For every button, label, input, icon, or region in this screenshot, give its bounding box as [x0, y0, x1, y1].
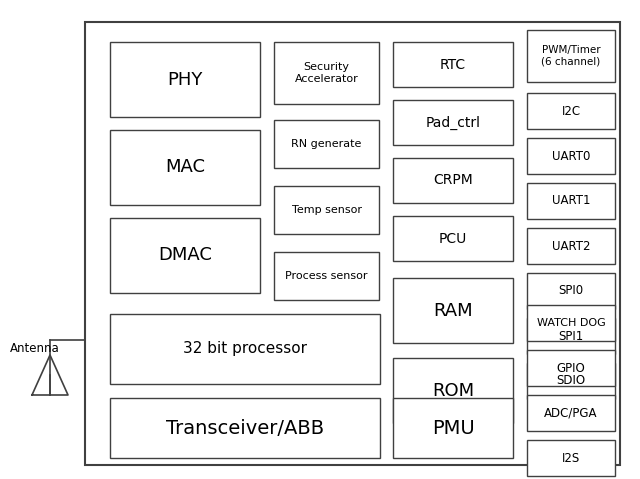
Bar [85, 22, 620, 465]
Bar [274, 120, 379, 168]
Text: RN generate: RN generate [291, 139, 362, 149]
Bar [527, 305, 615, 341]
Text: Process sensor: Process sensor [285, 271, 368, 281]
Text: GPIO: GPIO [557, 362, 586, 375]
Text: PMU: PMU [431, 419, 474, 437]
Text: Security
Accelerator: Security Accelerator [294, 62, 358, 84]
Bar [527, 395, 615, 431]
Text: RTC: RTC [440, 57, 466, 71]
Bar [527, 440, 615, 476]
Bar [527, 363, 615, 399]
Text: UART0: UART0 [552, 149, 590, 162]
Bar [110, 130, 260, 205]
Bar [527, 228, 615, 264]
Text: PCU: PCU [439, 231, 467, 246]
Text: Antenna: Antenna [10, 342, 60, 354]
Text: PWM/Timer
(6 channel): PWM/Timer (6 channel) [541, 45, 600, 67]
Text: UART1: UART1 [552, 194, 590, 207]
Text: I2S: I2S [562, 452, 580, 465]
Bar [393, 358, 513, 423]
Bar [393, 216, 513, 261]
Bar [393, 158, 513, 203]
Text: RAM: RAM [433, 301, 473, 319]
Bar [110, 314, 380, 384]
Text: I2C: I2C [561, 104, 580, 117]
Bar [274, 186, 379, 234]
Text: SPI1: SPI1 [558, 330, 584, 342]
Bar [527, 138, 615, 174]
Text: CRPM: CRPM [433, 173, 473, 187]
Bar [393, 278, 513, 343]
Text: ADC/PGA: ADC/PGA [544, 407, 598, 420]
Bar [393, 398, 513, 458]
Bar [110, 218, 260, 293]
Bar [527, 183, 615, 219]
Text: ROM: ROM [432, 381, 474, 399]
Bar [527, 318, 615, 354]
Text: UART2: UART2 [552, 240, 590, 252]
Text: SDIO: SDIO [556, 375, 586, 388]
Text: Pad_ctrl: Pad_ctrl [426, 115, 481, 130]
Text: MAC: MAC [165, 159, 205, 176]
Text: WATCH DOG: WATCH DOG [536, 318, 605, 328]
Bar [527, 350, 615, 386]
Bar [393, 42, 513, 87]
Bar [393, 100, 513, 145]
Text: DMAC: DMAC [158, 247, 212, 264]
Text: Temp sensor: Temp sensor [291, 205, 362, 215]
Text: SPI0: SPI0 [559, 285, 584, 297]
Bar [527, 93, 615, 129]
Bar [110, 42, 260, 117]
Bar [274, 42, 379, 104]
Bar [110, 398, 380, 458]
Bar [527, 273, 615, 309]
Bar [527, 30, 615, 82]
Bar [274, 252, 379, 300]
Text: PHY: PHY [167, 70, 203, 89]
Text: 32 bit processor: 32 bit processor [183, 342, 307, 356]
Text: Transceiver/ABB: Transceiver/ABB [166, 419, 324, 437]
